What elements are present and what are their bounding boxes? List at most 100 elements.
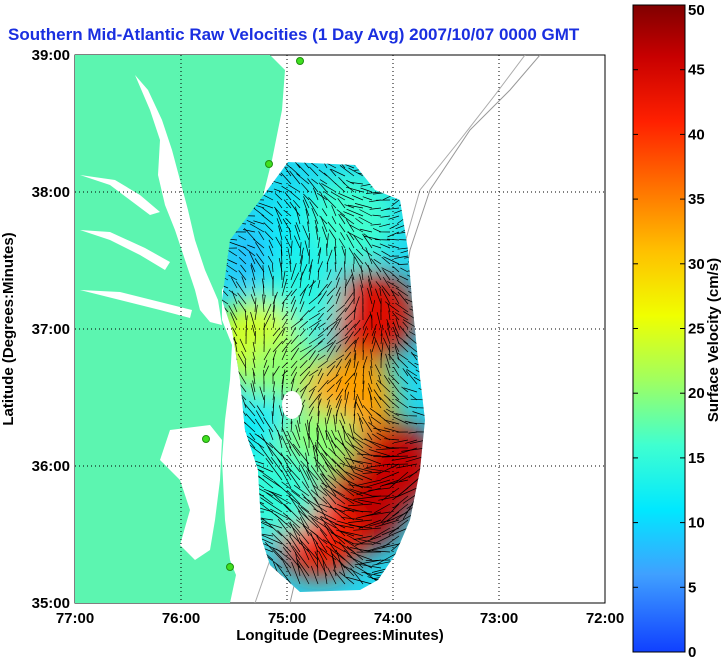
velocity-vector — [397, 357, 409, 369]
pamlico-sound — [160, 425, 222, 560]
radar-site-marker — [265, 160, 273, 168]
velocity-vector — [290, 366, 298, 377]
velocity-vector — [277, 458, 292, 481]
velocity-vector — [375, 382, 382, 393]
velocity-vector — [337, 429, 346, 449]
velocity-vector — [383, 394, 391, 401]
velocity-vector — [293, 235, 301, 249]
velocity-vector — [319, 473, 337, 497]
velocity-vector — [392, 495, 409, 509]
velocity-vector — [401, 386, 409, 393]
velocity-vector — [344, 308, 357, 321]
velocity-vector — [243, 421, 256, 433]
velocity-vector — [399, 325, 409, 337]
velocity-vector — [367, 543, 391, 552]
velocity-vector — [335, 277, 340, 289]
velocity-vector — [308, 340, 323, 353]
bay-inlet-1 — [80, 175, 160, 215]
velocity-vector — [381, 535, 400, 549]
velocity-vector — [308, 259, 313, 273]
velocity-vector — [249, 432, 256, 441]
velocity-vector — [358, 499, 382, 505]
colorbar-tick-label: 0 — [688, 644, 696, 659]
velocity-vector — [378, 495, 400, 501]
velocity-vector — [252, 351, 256, 361]
velocity-vector — [251, 277, 256, 289]
velocity-vector — [233, 303, 238, 313]
velocity-vector — [348, 519, 373, 523]
velocity-vector — [290, 421, 293, 433]
velocity-vector — [334, 247, 337, 265]
velocity-vector — [359, 228, 373, 233]
velocity-vector — [379, 223, 391, 228]
velocity-vector — [299, 337, 308, 345]
velocity-vector — [397, 352, 409, 361]
velocity-vector — [384, 330, 391, 345]
velocity-vector — [317, 283, 328, 297]
velocity-vector — [335, 529, 355, 537]
velocity-vector — [326, 249, 333, 265]
velocity-vector — [281, 348, 288, 361]
velocity-vector — [272, 295, 276, 313]
velocity-vector — [222, 295, 229, 305]
velocity-vector — [412, 411, 425, 417]
bay-inlet-3 — [80, 290, 192, 318]
velocity-vector — [332, 569, 346, 585]
velocity-vector — [317, 280, 321, 289]
velocity-vector — [250, 383, 256, 401]
velocity-vector — [250, 263, 256, 273]
velocity-vector — [397, 342, 409, 353]
velocity-vector — [399, 392, 409, 401]
velocity-vector — [344, 440, 364, 457]
velocity-vector — [335, 267, 343, 281]
velocity-vector — [288, 439, 301, 457]
velocity-vector — [376, 412, 391, 425]
velocity-vector — [372, 251, 382, 257]
velocity-vector — [328, 229, 337, 241]
velocity-vector — [381, 487, 400, 501]
velocity-vector — [281, 301, 285, 313]
velocity-vector — [276, 218, 283, 233]
velocity-vector — [328, 447, 346, 465]
velocity-vector — [326, 404, 331, 417]
velocity-vector — [326, 340, 336, 353]
velocity-vector — [382, 276, 391, 289]
velocity-vector — [358, 216, 373, 225]
velocity-vector — [323, 172, 337, 185]
velocity-vector — [370, 223, 382, 226]
velocity-vector — [317, 342, 334, 353]
velocity-vector — [351, 194, 364, 201]
velocity-vector — [335, 376, 343, 385]
velocity-vector — [302, 225, 310, 241]
velocity-vector — [280, 262, 283, 281]
velocity-vector — [350, 551, 373, 561]
velocity-vector — [334, 239, 337, 249]
bay-inlet-2 — [80, 230, 170, 270]
velocity-vector — [362, 365, 365, 377]
velocity-vector — [353, 235, 364, 249]
velocity-vector — [387, 231, 400, 238]
colorbar-label: Surface Velocity (cm/s) — [705, 258, 722, 422]
velocity-vector — [272, 340, 283, 353]
velocity-vector — [335, 410, 338, 425]
velocity-vector — [363, 438, 391, 449]
velocity-vector — [344, 391, 349, 409]
velocity-vector — [310, 489, 328, 505]
velocity-vector — [357, 453, 382, 457]
velocity-vector — [341, 426, 355, 449]
velocity-vector — [372, 214, 382, 217]
velocity-vector — [308, 313, 320, 321]
velocity-vector — [326, 318, 341, 329]
velocity-vector — [331, 205, 337, 217]
velocity-vector — [365, 191, 382, 194]
velocity-vector — [362, 404, 373, 417]
velocity-vector — [262, 265, 265, 281]
velocity-vector — [278, 225, 283, 241]
colorbar-tick-label: 40 — [688, 126, 705, 143]
velocity-vector — [384, 438, 400, 441]
velocity-vector — [280, 172, 292, 185]
velocity-vector — [243, 229, 256, 233]
velocity-vector — [259, 386, 265, 401]
velocity-vector — [335, 358, 343, 369]
velocity-vector — [403, 341, 418, 353]
